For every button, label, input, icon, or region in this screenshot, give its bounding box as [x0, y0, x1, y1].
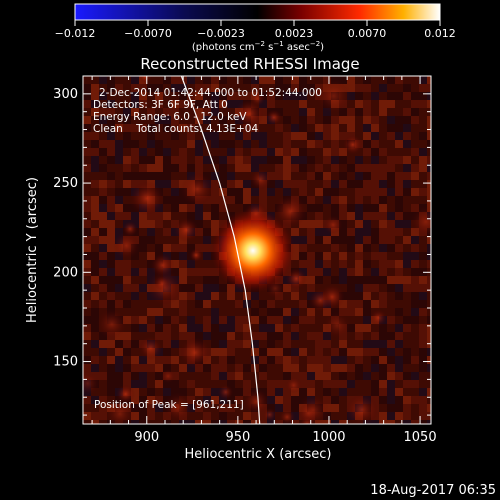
colorbar-label: (photons cm−2 s−1 asec−2) [192, 40, 324, 53]
annotation-time-range: 2-Dec-2014 01:42:44.000 to 01:52:44.000 [99, 87, 322, 99]
annotation-detectors: Detectors: 3F 6F 9F, Att 0 [93, 99, 228, 111]
x-tick-label: 1050 [404, 430, 437, 445]
x-tick-label: 900 [134, 430, 159, 445]
footer-date: 18-Aug-2017 06:35 [370, 483, 496, 498]
plot-frame [82, 75, 432, 425]
x-axis-label: Heliocentric X (arcsec) [185, 447, 332, 462]
x-tick-label: 950 [225, 430, 250, 445]
colorbar-tick: 0.012 [424, 27, 456, 40]
y-tick-label: 200 [53, 265, 78, 280]
colorbar [74, 3, 441, 21]
axis-ticks [83, 75, 431, 424]
heatmap-image [83, 76, 431, 424]
colorbar-tick: −0.0070 [124, 27, 172, 40]
y-axis-label: Heliocentric Y (arcsec) [25, 177, 40, 323]
solar-limb [180, 76, 261, 424]
colorbar-tick: 0.0070 [348, 27, 387, 40]
colorbar-tick: −0.0023 [197, 27, 245, 40]
annotation-energy-range: Energy Range: 6.0 - 12.0 keV [93, 111, 247, 123]
colorbar-tick: −0.012 [55, 27, 96, 40]
y-tick-label: 150 [53, 355, 78, 370]
y-tick-label: 250 [53, 176, 78, 191]
peak-source [210, 208, 295, 293]
annotation-clean-counts: Clean Total counts: 4.13E+04 [93, 123, 258, 135]
chart-title: Reconstructed RHESSI Image [140, 55, 359, 73]
peak-position-label: Position of Peak = [961,211] [94, 399, 244, 411]
y-tick-label: 300 [53, 87, 78, 102]
colorbar-tick: 0.0023 [275, 27, 314, 40]
x-tick-label: 1000 [312, 430, 345, 445]
colorbar-ticks [74, 20, 441, 26]
